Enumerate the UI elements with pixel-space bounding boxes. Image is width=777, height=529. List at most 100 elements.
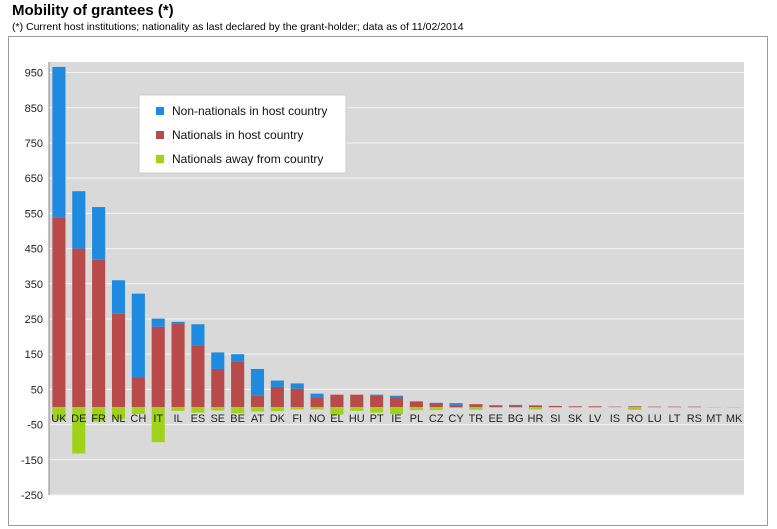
x-tick-label: RO (627, 413, 644, 425)
bar-away-cz (429, 406, 443, 411)
x-tick-label: PL (410, 413, 423, 425)
bar-nationals-at (250, 395, 265, 407)
bar-away-no (310, 406, 324, 410)
bar-non-nationals-it (151, 318, 165, 327)
bar-chart: 950 850 750 650 550 450 350 250 150 50 -50 -150 -250… (21, 62, 744, 502)
bar-away-il (171, 406, 185, 411)
bar-away-pt (370, 406, 384, 413)
bar-non-nationals-bg (509, 404, 523, 406)
bar-nationals-fr (92, 259, 106, 407)
bar-away-bg (509, 406, 523, 408)
bar-nationals-pl (409, 401, 423, 407)
y-tick-label: 450 (25, 244, 43, 256)
bar-nationals-uk (52, 217, 66, 407)
x-tick-label: SE (210, 413, 225, 425)
bar-away-si (548, 406, 562, 408)
bar-nationals-se (211, 368, 225, 407)
bar-nationals-ie (389, 397, 404, 407)
bar-nationals-el (330, 394, 344, 407)
legend-label: Non-nationals in host country (172, 104, 327, 118)
x-tick-label: IT (153, 413, 163, 425)
bar-away-pl (409, 406, 423, 411)
bar-non-nationals-ie (389, 395, 404, 398)
x-tick-label: BE (230, 413, 245, 425)
bar-nationals-ch (131, 377, 145, 407)
chart-title: Mobility of grantees (*) (12, 2, 174, 19)
y-tick-label: 550 (25, 208, 43, 220)
y-tick-label: -150 (21, 455, 43, 467)
x-tick-label: MT (706, 413, 722, 425)
bar-non-nationals-at (250, 368, 265, 396)
chart-subtitle: (*) Current host institutions; nationali… (12, 21, 464, 33)
bar-non-nationals-no (310, 393, 324, 398)
x-tick-label: EE (488, 413, 503, 425)
bar-nationals-dk (270, 386, 284, 407)
x-tick-label: AT (251, 413, 265, 425)
bar-away-fr (92, 406, 106, 422)
x-tick-label: LU (648, 413, 662, 425)
bar-away-fi (290, 406, 304, 410)
x-tick-label: HR (528, 413, 544, 425)
x-tick-label: FI (292, 413, 302, 425)
bar-nationals-bg (509, 405, 523, 407)
bar-non-nationals-il (171, 321, 185, 324)
bar-away-nl (111, 406, 126, 420)
bar-away-ch (131, 406, 145, 415)
bar-non-nationals-nl (111, 280, 126, 314)
bar-non-nationals-es (191, 324, 205, 346)
bar-away-be (231, 406, 245, 414)
x-tick-label: PT (370, 413, 384, 425)
bar-away-lt (667, 406, 682, 408)
bar-non-nationals-cy (449, 403, 463, 405)
bar-nationals-nl (111, 313, 126, 407)
legend-swatch (156, 107, 164, 115)
bar-non-nationals-be (231, 354, 245, 362)
bar-away-de (72, 406, 86, 454)
y-tick-label: 50 (31, 384, 43, 396)
x-tick-label: EL (330, 413, 343, 425)
bar-nationals-si (548, 405, 562, 407)
x-tick-label: SI (550, 413, 560, 425)
bar-away-el (330, 406, 344, 415)
x-tick-label: ES (191, 413, 206, 425)
bar-non-nationals-pt (370, 394, 384, 396)
x-tick-label: LT (668, 413, 680, 425)
bar-away-it (151, 406, 165, 443)
bar-nationals-cz (429, 403, 443, 407)
bar-away-ro (628, 406, 642, 410)
bar-non-nationals-dk (270, 380, 284, 387)
x-tick-label: BG (508, 413, 524, 425)
legend-label: Nationals away from country (172, 152, 323, 166)
bar-nationals-be (231, 361, 245, 407)
x-tick-label: TR (469, 413, 484, 425)
bar-nationals-es (191, 345, 205, 407)
bar-nationals-hr (528, 405, 543, 407)
bar-away-dk (270, 406, 284, 412)
bar-nationals-ro (628, 406, 642, 407)
legend-label: Nationals in host country (172, 128, 303, 142)
x-tick-label: IL (173, 413, 182, 425)
x-tick-label: CY (448, 413, 464, 425)
bar-non-nationals-ch (131, 293, 145, 378)
legend-swatch (156, 131, 164, 139)
bar-away-hr (528, 406, 543, 410)
x-tick-label: SK (568, 413, 583, 425)
bar-non-nationals-uk (52, 66, 66, 218)
bar-away-rs (687, 406, 701, 408)
y-tick-label: 350 (25, 279, 43, 291)
y-tick-label: 850 (25, 103, 43, 115)
bar-away-ee (489, 406, 503, 408)
x-tick-label: IE (391, 413, 401, 425)
x-tick-label: UK (51, 413, 67, 425)
bar-away-se (211, 406, 225, 411)
bar-non-nationals-fr (92, 207, 106, 260)
y-tick-label: 750 (25, 138, 43, 150)
bar-away-lu (648, 406, 662, 408)
y-tick-label: -50 (27, 420, 43, 432)
bar-nationals-de (72, 248, 86, 407)
bar-away-es (191, 406, 205, 413)
x-tick-label: FR (91, 413, 106, 425)
bar-nationals-lv (588, 406, 602, 407)
bar-nationals-sk (568, 406, 582, 407)
bar-away-uk (52, 406, 66, 421)
